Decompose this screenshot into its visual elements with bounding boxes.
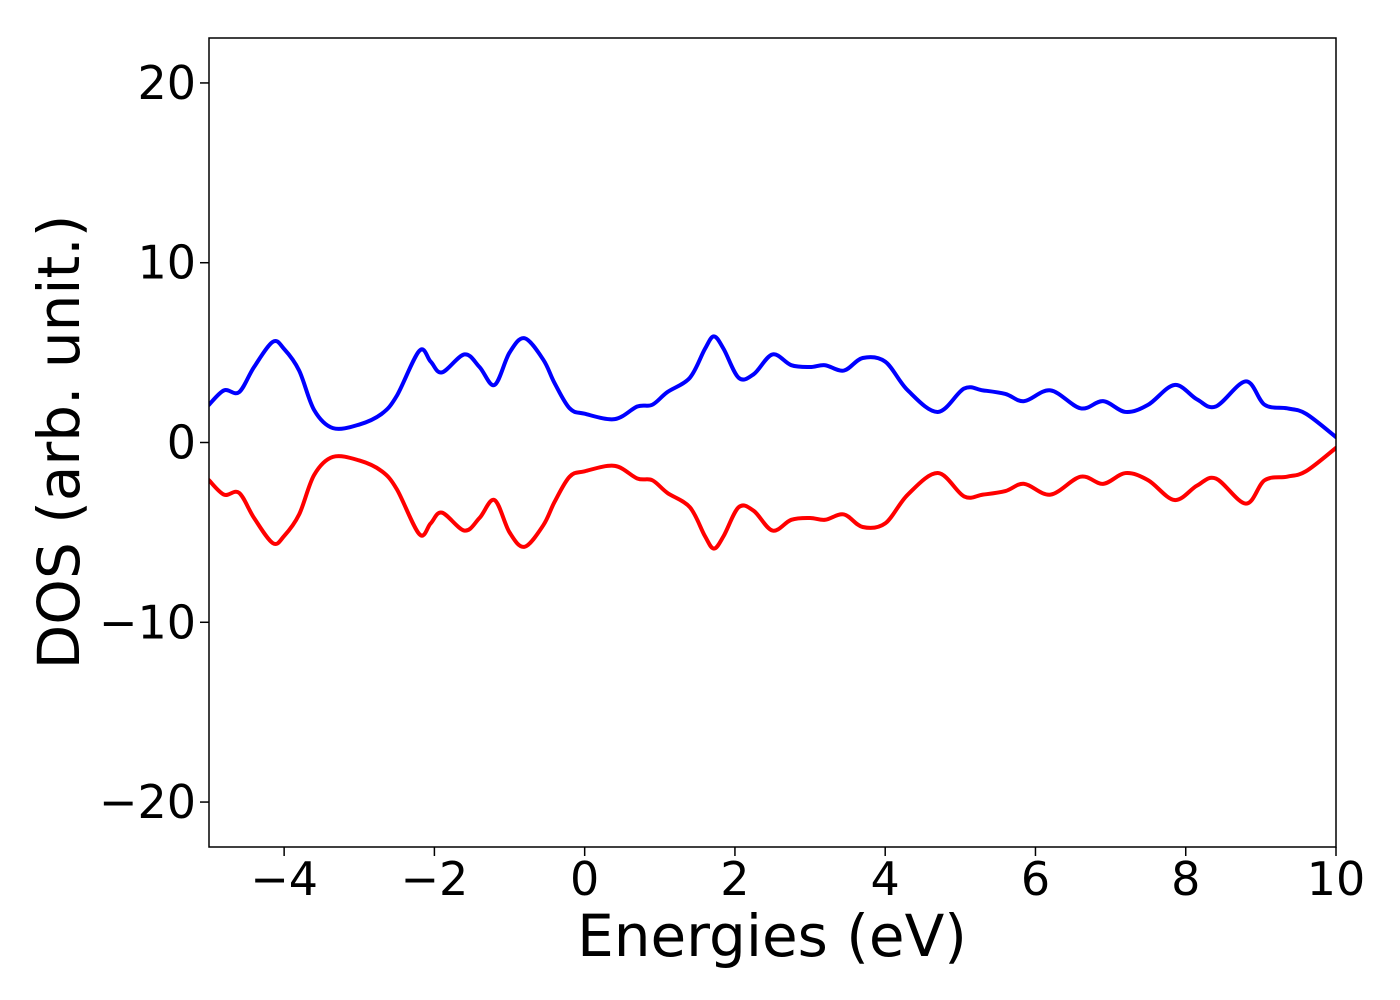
series-line-red [209,445,1336,551]
series-layer [209,334,1336,551]
series-line-blue [209,334,1336,440]
x-axis-ticks: −4 −2 0 2 4 6 8 10 [250,847,1365,906]
x-tick-label: 8 [1171,852,1200,906]
y-tick-label: −20 [99,775,196,829]
x-tick-label: −2 [400,852,468,906]
x-tick-label: 0 [570,852,599,906]
y-tick-label: 0 [167,416,196,470]
x-tick-label: 2 [720,852,749,906]
x-axis-label: Energies (eV) [577,902,967,970]
y-axis-ticks: −20 −10 0 10 20 [99,56,209,829]
y-axis-label: DOS (arb. unit.) [25,215,93,670]
x-tick-label: 4 [871,852,900,906]
y-tick-label: −10 [99,595,196,649]
x-tick-label: 6 [1021,852,1050,906]
x-tick-label: −4 [250,852,318,906]
y-tick-label: 20 [137,56,196,110]
x-tick-label: 10 [1307,852,1366,906]
y-tick-label: 10 [137,236,196,290]
